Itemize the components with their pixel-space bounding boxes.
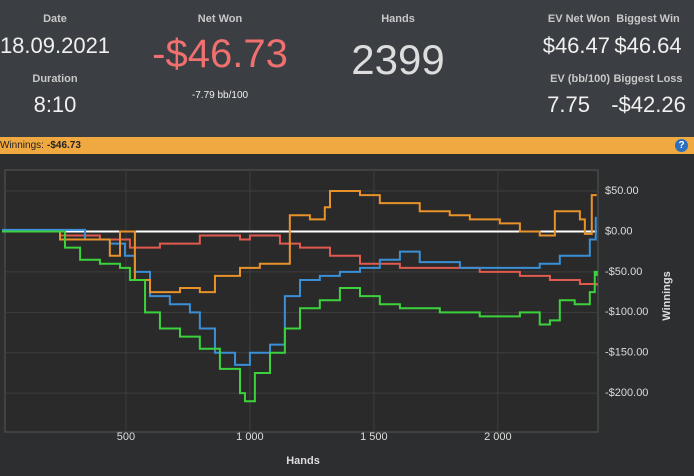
plot-area: [4, 169, 599, 433]
x-axis-label: Hands: [286, 455, 320, 467]
value: -$42.26: [611, 92, 686, 117]
x-tick-label: 500: [117, 431, 135, 443]
value: 2399: [351, 36, 445, 83]
x-tick-label: 2 000: [484, 431, 512, 443]
y-tick-label: -$50.00: [605, 266, 642, 278]
value: -$46.73: [152, 32, 288, 76]
bar-value: -$46.73: [47, 140, 81, 151]
y-tick-label: -$150.00: [605, 347, 648, 359]
value: 18.09.2021: [0, 33, 111, 58]
label: Hands: [381, 13, 415, 25]
x-tick-label: 1 000: [236, 431, 264, 443]
value: -7.79 bb/100: [191, 90, 249, 101]
y-tick-label: -$200.00: [605, 387, 648, 399]
title-bar: Winnings: -$46.73 ?: [0, 137, 694, 154]
y-axis-label: Winnings: [661, 271, 673, 320]
bar-label: Winnings:: [0, 140, 44, 151]
value: 7.75: [547, 92, 590, 117]
label: EV Net Won: [547, 13, 610, 25]
label: Biggest Loss: [613, 73, 683, 85]
series-line: [2, 230, 598, 286]
x-tick-label: 1 500: [360, 431, 388, 443]
y-tick-label: $50.00: [605, 185, 639, 197]
label: EV (bb/100): [550, 73, 610, 85]
label: Net Won: [197, 13, 243, 25]
label: Date: [43, 13, 67, 25]
y-tick-label: -$100.00: [605, 306, 648, 318]
label: Duration: [32, 73, 78, 85]
help-button[interactable]: ?: [675, 139, 688, 152]
series-line: [2, 190, 597, 294]
value: 8:10: [33, 92, 77, 117]
chart: Hands Winnings $50.00 $0.00 -$50.00 -$100.0…: [0, 154, 694, 476]
label: Biggest Win: [616, 13, 680, 25]
series-line: [2, 230, 598, 403]
y-tick-label: $0.00: [605, 225, 633, 237]
value: $46.47: [542, 33, 610, 58]
series-line: [2, 216, 597, 366]
value: $46.64: [614, 33, 682, 58]
